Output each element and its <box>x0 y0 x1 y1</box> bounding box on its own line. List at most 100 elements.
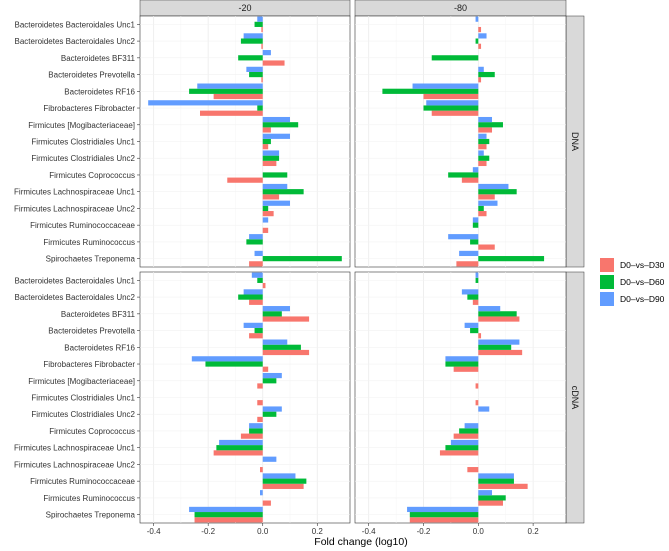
bar-d0-vs-d60 <box>445 361 479 367</box>
bar-d0-vs-d60 <box>262 155 280 161</box>
bar-d0-vs-d60 <box>467 294 479 300</box>
y-category-label: Bacteroidetes Prevotella <box>48 71 135 80</box>
bar-d0-vs-d90 <box>478 33 487 39</box>
bar-d0-vs-d30 <box>475 383 479 389</box>
y-category-label: Firmicutes [Mogibacteriaceae] <box>28 121 135 130</box>
bar-d0-vs-d30 <box>249 333 263 339</box>
bar-d0-vs-d60 <box>262 138 271 145</box>
y-category-label: Firmicutes Ruminococcaceae <box>30 477 135 486</box>
bar-d0-vs-d90 <box>262 456 277 462</box>
bar-d0-vs-d90 <box>475 272 479 278</box>
bar-d0-vs-d60 <box>478 71 495 78</box>
bar-d0-vs-d90 <box>478 183 509 190</box>
bar-d0-vs-d60 <box>262 378 277 384</box>
bar-d0-vs-d90 <box>459 250 479 257</box>
bar-d0-vs-d30 <box>262 366 269 372</box>
y-category-label: Firmicutes Ruminococcus <box>43 494 135 503</box>
bar-d0-vs-d30 <box>262 211 274 217</box>
legend-label: D0–vs–D30 <box>620 260 665 270</box>
bar-d0-vs-d60 <box>262 344 301 350</box>
bar-d0-vs-d90 <box>262 372 282 379</box>
legend-swatch <box>600 258 614 272</box>
bar-d0-vs-d90 <box>478 490 493 496</box>
bar-d0-vs-d60 <box>249 71 263 78</box>
y-category-label: Firmicutes Lachnospiraceae Unc2 <box>14 460 135 469</box>
y-category-label: Bacteroidetes Bacteroidales Unc2 <box>14 37 135 46</box>
bar-d0-vs-d30 <box>249 299 263 305</box>
bar-d0-vs-d30 <box>475 400 479 406</box>
bar-d0-vs-d30 <box>478 244 495 250</box>
bar-d0-vs-d60 <box>262 122 299 128</box>
facet-row-label: cDNA <box>570 386 580 410</box>
y-category-label: Bacteroidetes Bacteroidales Unc2 <box>14 293 135 302</box>
bar-d0-vs-d90 <box>262 473 296 479</box>
bar-d0-vs-d60 <box>262 256 342 262</box>
bar-d0-vs-d60 <box>478 495 506 501</box>
bar-d0-vs-d60 <box>478 138 490 145</box>
bar-d0-vs-d90 <box>472 217 479 223</box>
bar-d0-vs-d90 <box>407 506 479 513</box>
bar-d0-vs-d60 <box>472 222 479 228</box>
bar-d0-vs-d30 <box>453 433 479 439</box>
legend-label: D0–vs–D90 <box>620 294 665 304</box>
bar-d0-vs-d30 <box>478 211 487 217</box>
bar-d0-vs-d90 <box>478 200 498 206</box>
bar-d0-vs-d90 <box>260 490 263 496</box>
bar-d0-vs-d90 <box>243 289 263 295</box>
bar-d0-vs-d30 <box>261 26 263 33</box>
bar-d0-vs-d60 <box>249 428 263 434</box>
bar-d0-vs-d90 <box>243 33 263 39</box>
legend-swatch <box>600 275 614 289</box>
facet-row-label: DNA <box>570 132 580 151</box>
bar-d0-vs-d30 <box>257 400 263 406</box>
bar-d0-vs-d60 <box>470 239 479 245</box>
bar-d0-vs-d90 <box>448 234 479 240</box>
y-category-label: Bacteroidetes BF311 <box>61 54 136 63</box>
bar-d0-vs-d90 <box>478 406 490 412</box>
bar-d0-vs-d30 <box>453 366 479 372</box>
bar-d0-vs-d30 <box>262 500 271 506</box>
legend: D0–vs–D30 D0–vs–D60 D0–vs–D90 <box>600 258 665 306</box>
y-category-label: Bacteroidetes RF16 <box>64 343 135 352</box>
bar-d0-vs-d30 <box>213 93 263 100</box>
bar-d0-vs-d60 <box>257 105 263 111</box>
bar-d0-vs-d30 <box>262 144 269 150</box>
bar-d0-vs-d30 <box>478 500 503 506</box>
y-category-label: Firmicutes Lachnospiraceae Unc1 <box>14 444 135 453</box>
bar-d0-vs-d90 <box>445 356 479 362</box>
bar-d0-vs-d30 <box>461 177 479 183</box>
x-tick-label: 0.0 <box>473 527 485 536</box>
bar-d0-vs-d30 <box>478 26 482 33</box>
bar-d0-vs-d60 <box>240 38 263 44</box>
bar-d0-vs-d90 <box>257 16 263 22</box>
x-tick-label: 0.0 <box>257 527 269 536</box>
x-tick-label: -0.2 <box>417 527 431 536</box>
y-category-label: Firmicutes Coprococcus <box>49 171 135 180</box>
bar-d0-vs-d30 <box>478 77 482 83</box>
bar-d0-vs-d60 <box>478 205 484 212</box>
bar-d0-vs-d30 <box>257 383 263 389</box>
bar-d0-vs-d90 <box>197 83 263 89</box>
labels-layer: -20 -80 DNA cDNA Bacteroidetes Bacteroidales… <box>14 3 580 536</box>
x-axis-title: Fold change (log10) <box>314 536 407 548</box>
y-category-label: Firmicutes Lachnospiraceae Unc2 <box>14 204 135 213</box>
bar-d0-vs-d60 <box>431 55 479 61</box>
bar-d0-vs-d30 <box>257 416 263 423</box>
bar-d0-vs-d90 <box>262 339 288 345</box>
bar-d0-vs-d30 <box>240 433 263 439</box>
bar-d0-vs-d60 <box>262 411 277 417</box>
bar-d0-vs-d90 <box>461 289 479 295</box>
bar-d0-vs-d30 <box>478 483 528 489</box>
bar-d0-vs-d30 <box>478 349 523 356</box>
bar-d0-vs-d30 <box>260 467 263 473</box>
y-category-label: Fibrobacteres Fibrobacter <box>43 360 135 369</box>
bar-d0-vs-d30 <box>227 177 263 183</box>
bar-d0-vs-d30 <box>262 160 277 167</box>
bar-d0-vs-d30 <box>478 316 520 322</box>
bar-d0-vs-d90 <box>472 167 479 173</box>
bar-d0-vs-d90 <box>478 150 484 156</box>
y-category-label: Firmicutes Lachnospiraceae Unc1 <box>14 188 135 197</box>
bar-d0-vs-d30 <box>478 194 495 200</box>
bar-d0-vs-d60 <box>262 311 282 317</box>
